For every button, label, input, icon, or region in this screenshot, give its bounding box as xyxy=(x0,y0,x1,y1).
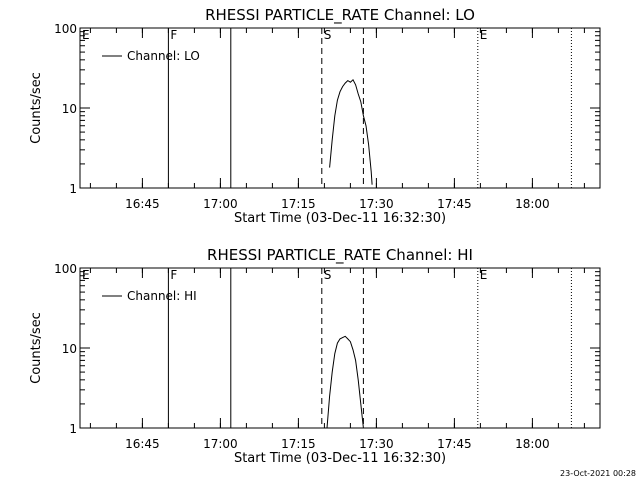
footer-timestamp: 23-Oct-2021 00:28 xyxy=(560,469,636,478)
x-tick-label: 17:45 xyxy=(437,437,472,451)
x-tick-label: 16:45 xyxy=(125,197,160,211)
chart-title: RHESSI PARTICLE_RATE Channel: HI xyxy=(207,246,473,265)
x-tick-label: 17:15 xyxy=(281,197,316,211)
x-tick-label: 16:45 xyxy=(125,437,160,451)
x-tick-label: 17:45 xyxy=(437,197,472,211)
event-marker-label: E xyxy=(480,268,488,282)
event-marker-label: E xyxy=(82,28,90,42)
panel-hi: RHESSI PARTICLE_RATE Channel: HI 1 10 100 Co… xyxy=(29,246,601,466)
legend-label: Channel: LO xyxy=(127,49,200,63)
series-line xyxy=(329,78,373,185)
x-tick-label: 17:30 xyxy=(359,437,394,451)
y-tick-label: 100 xyxy=(54,262,77,276)
event-marker-label: E xyxy=(82,268,90,282)
x-tick-label: 17:15 xyxy=(281,437,316,451)
y-tick-label: 10 xyxy=(62,342,77,356)
y-axis-label: Counts/sec xyxy=(29,312,44,384)
x-tick-label: 17:00 xyxy=(203,197,238,211)
panel-lo: RHESSI PARTICLE_RATE Channel: LO 1 10 100 Co… xyxy=(29,6,601,226)
event-marker-label: S xyxy=(324,268,332,282)
event-marker-label: S xyxy=(324,28,332,42)
x-axis-label: Start Time (03-Dec-11 16:32:30) xyxy=(234,211,446,226)
event-marker-label: E xyxy=(480,28,488,42)
y-tick-label: 10 xyxy=(62,102,77,116)
x-tick-label: 17:00 xyxy=(203,437,238,451)
x-tick-label: 17:30 xyxy=(359,197,394,211)
y-tick-label: 1 xyxy=(69,182,77,196)
x-axis-label: Start Time (03-Dec-11 16:32:30) xyxy=(234,451,446,466)
event-marker-label: F xyxy=(170,268,177,282)
x-tick-label: 18:00 xyxy=(515,437,550,451)
y-tick-label: 100 xyxy=(54,22,77,36)
y-axis-label: Counts/sec xyxy=(29,72,44,144)
legend-label: Channel: HI xyxy=(127,289,197,303)
chart-title: RHESSI PARTICLE_RATE Channel: LO xyxy=(205,6,475,25)
event-marker-label: F xyxy=(170,28,177,42)
y-tick-label: 1 xyxy=(69,422,77,436)
series-line xyxy=(326,335,364,429)
x-tick-label: 18:00 xyxy=(515,197,550,211)
